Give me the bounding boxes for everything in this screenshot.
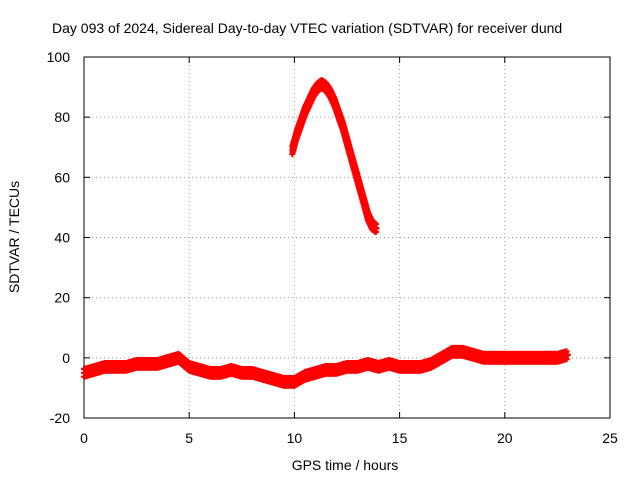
x-tick-label: 20: [497, 430, 513, 446]
x-tick-label: 0: [80, 430, 88, 446]
y-tick-label: 20: [54, 290, 70, 306]
axis-ticks: 0 5 10 15 20 25 -20 0 20 40 60 80 100: [47, 49, 618, 446]
data-point: [564, 351, 571, 358]
series-sdtvar-band: [81, 344, 571, 389]
x-tick-label: 15: [392, 430, 408, 446]
data-point: [373, 225, 380, 232]
y-tick-label: 40: [54, 230, 70, 246]
x-tick-label: 25: [602, 430, 618, 446]
y-axis-label: SDTVAR / TECUs: [6, 181, 22, 293]
y-tick-label: 80: [54, 109, 70, 125]
y-tick-label: 100: [47, 49, 71, 65]
x-tick-label: 5: [185, 430, 193, 446]
data-point: [563, 348, 570, 355]
x-tick-label: 10: [287, 430, 303, 446]
data-points: [81, 77, 571, 389]
series-sdtvar-arc: [289, 77, 380, 236]
y-tick-label: 0: [62, 350, 70, 366]
y-tick-label: 60: [54, 169, 70, 185]
chart-title: Day 093 of 2024, Sidereal Day-to-day VTE…: [52, 20, 562, 36]
y-tick-label: -20: [50, 410, 70, 426]
x-axis-label: GPS time / hours: [292, 457, 399, 473]
